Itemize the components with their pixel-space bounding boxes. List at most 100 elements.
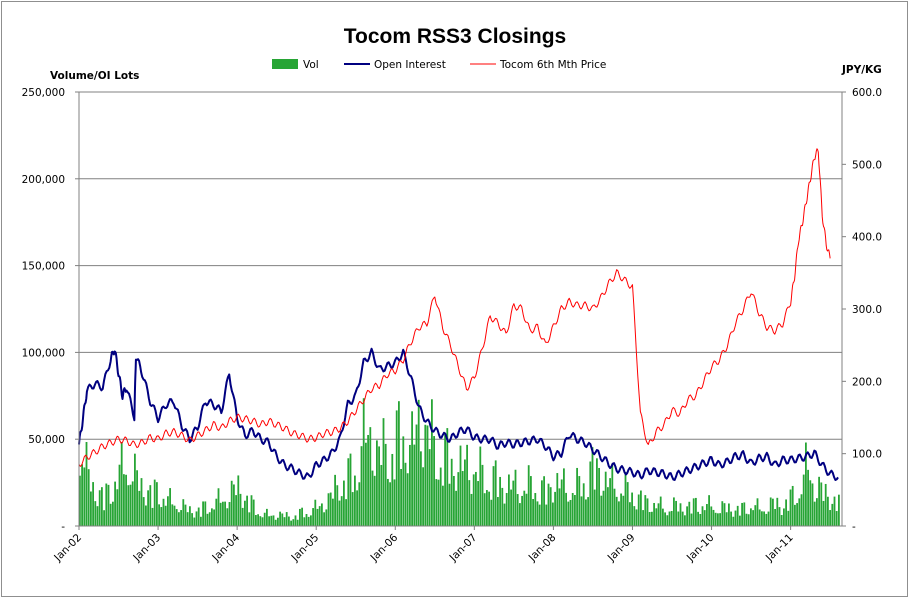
vol-bar	[83, 467, 86, 526]
vol-bar	[349, 453, 352, 526]
vol-bar	[541, 480, 543, 526]
vol-bar	[708, 495, 710, 526]
vol-bar	[576, 467, 578, 526]
vol-bar	[244, 500, 246, 526]
legend-label-vol: Vol	[303, 59, 319, 71]
vol-bar	[373, 475, 376, 526]
vol-bar	[376, 440, 378, 526]
vol-bar	[527, 465, 530, 526]
vol-bar	[791, 485, 794, 526]
vol-bar	[387, 478, 389, 526]
vol-bar	[184, 504, 187, 526]
vol-bar	[459, 445, 462, 526]
vol-bar	[794, 504, 796, 526]
x-tick-label: Jan-02	[51, 532, 84, 565]
vol-bar	[281, 513, 284, 526]
vol-bar	[257, 514, 259, 526]
vol-bar	[789, 489, 792, 526]
vol-bar	[145, 505, 147, 526]
vol-bar	[197, 507, 200, 526]
vol-bar	[741, 502, 743, 526]
vol-bar	[290, 520, 292, 526]
y-left-tick-label: 100,000	[22, 347, 65, 359]
vol-bar	[211, 508, 213, 526]
vol-bar	[417, 399, 420, 526]
vol-bar	[783, 508, 785, 526]
vol-bar	[433, 436, 435, 526]
vol-bar	[230, 480, 233, 526]
vol-bar	[668, 511, 671, 526]
vol-bar	[307, 516, 310, 526]
vol-bar	[140, 478, 143, 526]
vol-bar	[406, 473, 409, 526]
vol-bar	[824, 483, 827, 526]
vol-bar	[811, 483, 814, 526]
x-tick-label: Jan-06	[368, 531, 401, 564]
vol-bar	[268, 516, 270, 526]
vol-bar	[400, 468, 402, 526]
vol-bar	[677, 511, 680, 526]
vol-bar	[94, 501, 97, 526]
vol-bar	[206, 513, 209, 526]
vol-bar	[274, 519, 277, 526]
vol-bar	[160, 507, 163, 526]
vol-bar	[367, 434, 369, 526]
vol-bar	[336, 485, 339, 526]
vol-bar	[602, 490, 605, 526]
vol-bar	[477, 481, 479, 526]
vol-bar	[629, 502, 631, 526]
x-tick-labels: Jan-02 Jan-03 Jan-04 Jan-05 Jan-06 Jan-07 Jan-…	[51, 526, 796, 565]
vol-bar	[620, 493, 622, 526]
vol-bar	[567, 501, 570, 526]
vol-bar	[470, 493, 473, 526]
vol-bar	[838, 494, 840, 526]
vol-bar	[134, 453, 136, 526]
vol-bar	[809, 480, 812, 526]
vol-bar	[171, 504, 174, 526]
vol-bar	[131, 481, 134, 526]
y-left-tick-label: -	[61, 521, 65, 533]
vol-bar	[609, 478, 611, 526]
vol-bar	[228, 502, 231, 526]
vol-bar	[325, 509, 328, 526]
vol-bar	[574, 495, 576, 526]
vol-bar	[547, 483, 550, 526]
vol-bar	[120, 442, 123, 526]
vol-bar	[818, 476, 820, 526]
vol-bar	[178, 512, 180, 526]
vol-bar	[149, 485, 152, 526]
vol-bar	[362, 398, 365, 526]
legend: Vol Open Interest Tocom 6th Mth Price	[272, 59, 606, 71]
vol-bar	[472, 474, 475, 526]
vol-bar	[723, 503, 726, 526]
vol-bar	[358, 482, 361, 526]
vol-bar	[637, 494, 640, 526]
vol-bar	[431, 399, 433, 526]
vol-bar	[323, 512, 325, 526]
vol-bar	[714, 512, 717, 526]
vol-bar	[409, 444, 411, 526]
y-left-tick-label: 50,000	[28, 434, 65, 446]
vol-bar	[758, 509, 761, 526]
y-left-tick-label: 250,000	[22, 87, 65, 99]
y-right-tick-label: 200.0	[852, 376, 882, 388]
vol-bar	[499, 476, 501, 526]
vol-bar	[382, 418, 385, 526]
vol-bar	[426, 425, 429, 526]
vol-bar	[79, 475, 81, 526]
vol-bar	[692, 498, 695, 526]
vol-bar	[340, 496, 343, 526]
vol-bar	[657, 503, 660, 526]
y-right-tick-label: 500.0	[852, 159, 882, 171]
vol-bar	[235, 495, 237, 526]
vol-bar	[261, 517, 264, 526]
vol-bar	[285, 512, 288, 526]
x-tick-label: Jan-10	[684, 532, 717, 565]
vol-bar	[164, 505, 167, 526]
vol-bar	[105, 483, 108, 526]
vol-bar	[686, 506, 688, 526]
vol-bar	[666, 515, 669, 526]
vol-bar	[292, 519, 295, 526]
vol-bar	[607, 487, 609, 526]
vol-bar	[618, 501, 620, 526]
